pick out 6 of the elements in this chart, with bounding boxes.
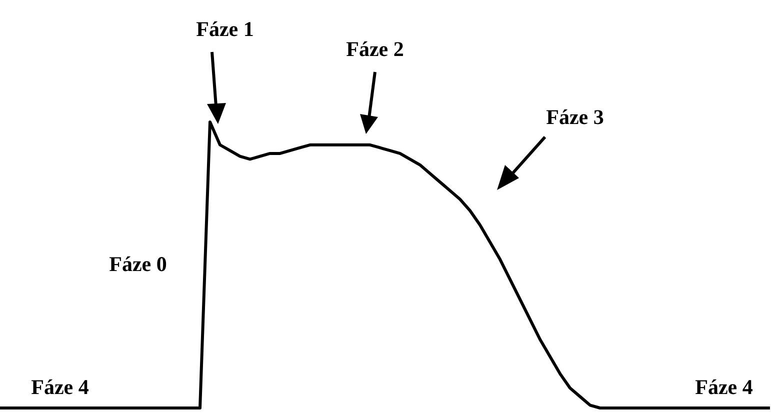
annotation: Fáze 0 (109, 252, 167, 276)
annotation: Fáze 3 (546, 105, 604, 129)
annotation: Fáze 4 (695, 375, 754, 399)
text: Fáze 2 (346, 37, 404, 61)
text: Fáze 1 (196, 17, 254, 41)
annotation: Fáze 4 (31, 375, 90, 399)
